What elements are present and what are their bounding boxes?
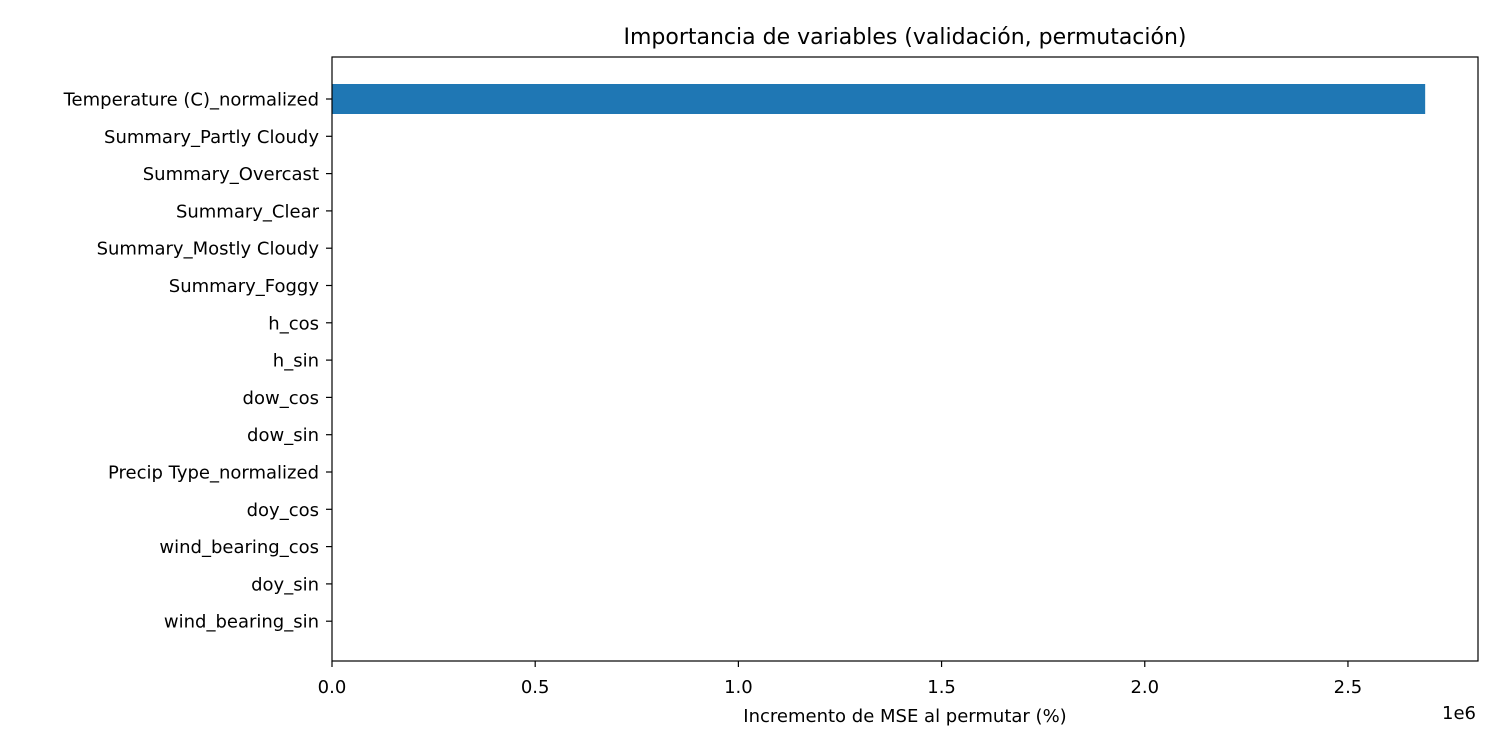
chart-title: Importancia de variables (validación, pe… <box>623 25 1186 50</box>
y-tick-label: doy_cos <box>247 500 319 521</box>
x-tick-label: 1.5 <box>927 677 956 698</box>
y-tick-label: dow_sin <box>247 425 319 446</box>
y-tick-label: Summary_Partly Cloudy <box>104 127 319 148</box>
y-tick-label: doy_sin <box>251 574 319 595</box>
x-tick-label: 0.5 <box>521 677 550 698</box>
y-tick-label: Summary_Overcast <box>143 164 319 185</box>
x-axis-offset-label: 1e6 <box>1442 703 1476 724</box>
y-tick-label: wind_bearing_sin <box>164 612 319 633</box>
x-tick-label: 0.0 <box>318 677 347 698</box>
y-axis: Temperature (C)_normalized Summary_Partly… <box>63 90 332 633</box>
x-tick-label: 2.0 <box>1130 677 1159 698</box>
y-tick-label: Temperature (C)_normalized <box>63 90 319 111</box>
bars-layer <box>332 84 1426 114</box>
plot-frame <box>331 56 1479 662</box>
y-tick-label: wind_bearing_cos <box>159 537 319 558</box>
y-tick-label: Summary_Clear <box>176 201 320 222</box>
y-tick-label: Summary_Foggy <box>169 276 320 297</box>
y-tick-label: h_sin <box>273 351 319 372</box>
y-tick-label: Precip Type_normalized <box>108 463 319 484</box>
y-tick-label: dow_cos <box>243 388 319 409</box>
x-tick-label: 1.0 <box>724 677 753 698</box>
bar-0 <box>332 84 1426 114</box>
x-tick-label: 2.5 <box>1334 677 1363 698</box>
x-axis-label: Incremento de MSE al permutar (%) <box>743 706 1066 727</box>
y-tick-label: Summary_Mostly Cloudy <box>97 239 320 260</box>
y-tick-label: h_cos <box>268 313 319 334</box>
x-axis: 0.0 0.5 1.0 1.5 2.0 2.5 <box>318 661 1363 698</box>
